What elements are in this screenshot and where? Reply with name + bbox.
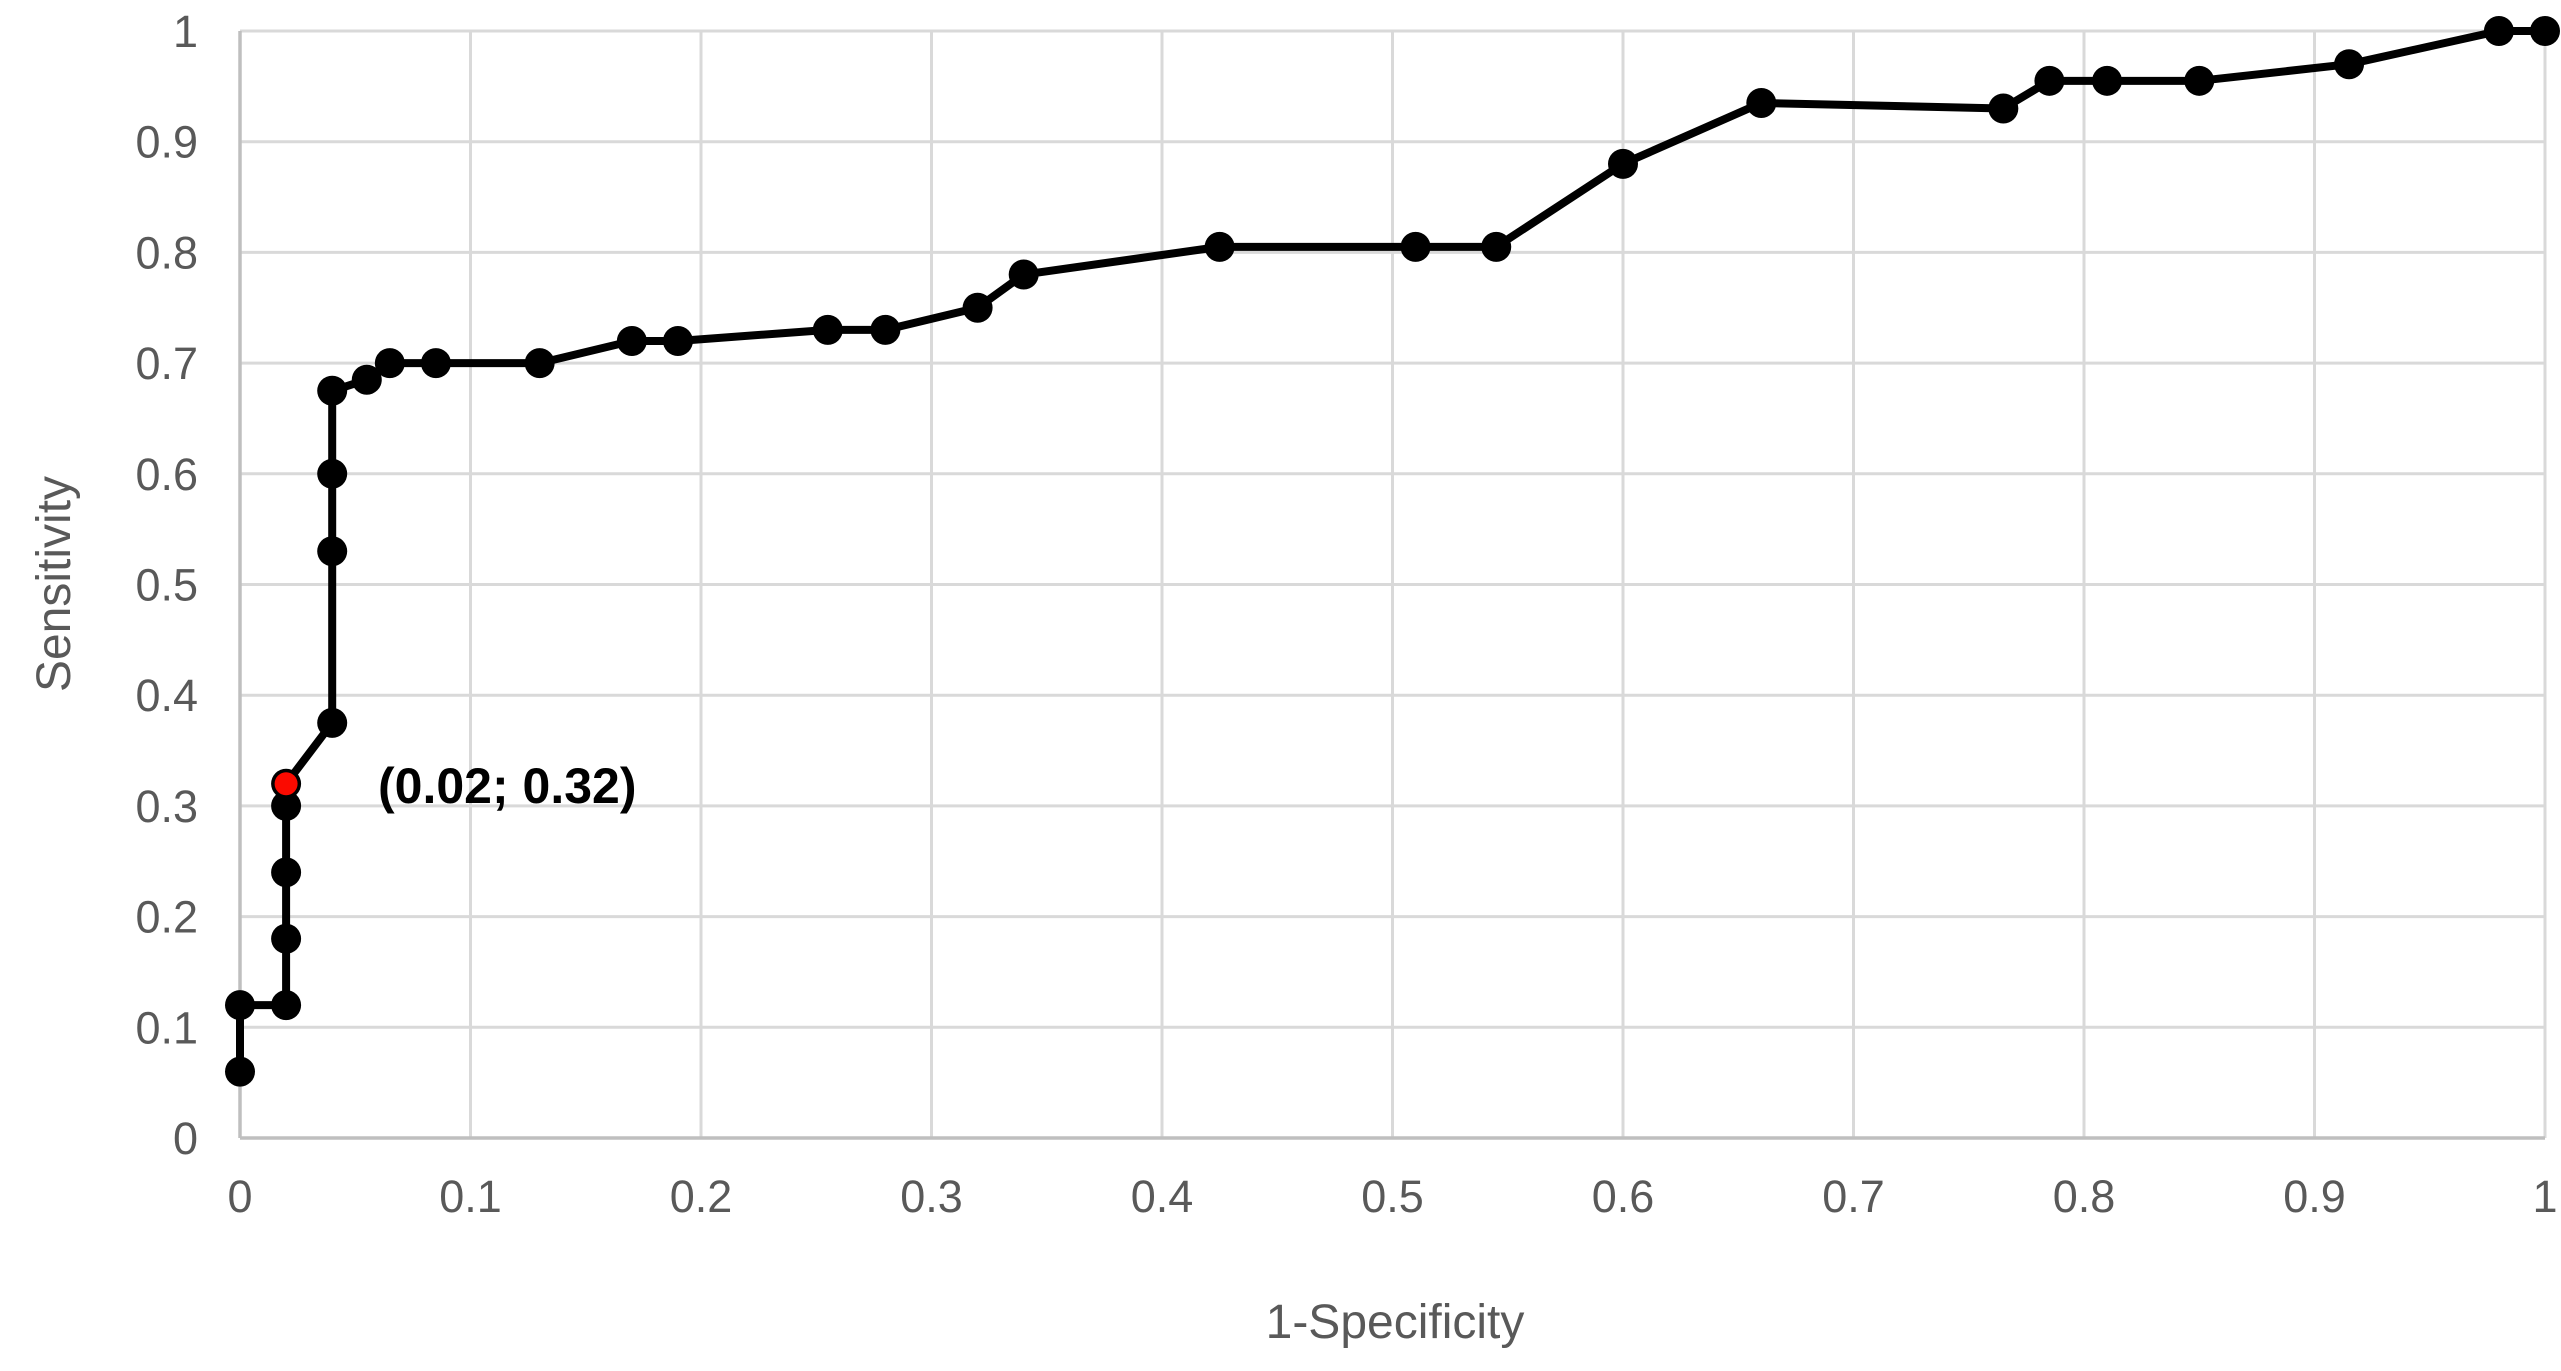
x-axis-tick-labels: 0 0.1 0.2 0.3 0.4 0.5 0.6 0.7 0.8 0.9 1 (227, 1171, 2557, 1222)
y-axis-tick-labels: 0 0.1 0.2 0.3 0.4 0.5 0.6 0.7 0.8 0.9 1 (135, 6, 198, 1164)
data-point-marker (1204, 231, 1235, 262)
x-tick-label: 0.5 (1361, 1171, 1424, 1222)
y-tick-label: 0.8 (135, 227, 198, 278)
data-point-marker (317, 536, 348, 567)
data-point-marker (524, 348, 555, 379)
data-point-marker (271, 923, 302, 954)
gridlines (240, 29, 2547, 1138)
highlighted-point-marker (274, 772, 298, 796)
data-point-marker (2184, 65, 2215, 96)
data-point-marker (420, 348, 451, 379)
data-point-marker (2334, 49, 2365, 80)
x-axis-title: 1-Specificity (1266, 1296, 1525, 1349)
y-tick-label: 0.4 (135, 670, 198, 721)
x-tick-label: 0.8 (2053, 1171, 2116, 1222)
data-point-marker (2530, 16, 2560, 46)
y-tick-label: 0.3 (135, 781, 198, 832)
x-tick-label: 0.1 (439, 1171, 502, 1222)
data-point-marker (317, 458, 348, 489)
x-tick-label: 0 (227, 1171, 252, 1222)
y-tick-label: 0.5 (135, 560, 198, 611)
x-tick-label: 0.6 (1592, 1171, 1655, 1222)
data-point-marker (1608, 148, 1638, 179)
data-point-marker (870, 314, 901, 345)
x-tick-label: 0.3 (900, 1171, 963, 1222)
data-point-marker (1400, 231, 1431, 262)
y-tick-label: 0 (173, 1113, 198, 1164)
y-tick-label: 0.2 (135, 892, 198, 943)
data-point-marker (271, 857, 302, 888)
x-tick-label: 1 (2532, 1171, 2557, 1222)
data-point-marker (1008, 259, 1039, 290)
x-tick-label: 0.7 (1822, 1171, 1885, 1222)
data-point-marker (1988, 93, 2019, 124)
data-point-marker (616, 325, 647, 356)
data-point-marker (351, 364, 382, 395)
y-axis-title: Sensitivity (28, 476, 81, 692)
roc-curve-series (225, 16, 2560, 1087)
data-point-marker (1746, 87, 1777, 118)
data-point-marker (2483, 16, 2514, 46)
data-point-marker (812, 314, 843, 345)
data-point-marker (374, 348, 405, 379)
data-point-marker (317, 707, 348, 738)
data-point-marker (225, 990, 255, 1021)
data-point-marker (225, 1056, 255, 1087)
x-tick-label: 0.4 (1131, 1171, 1194, 1222)
x-tick-label: 0.9 (2283, 1171, 2346, 1222)
data-point-marker (271, 790, 302, 821)
data-point-marker (662, 325, 693, 356)
data-point-marker (2092, 65, 2123, 96)
data-point-marker (1481, 231, 1512, 262)
x-tick-label: 0.2 (670, 1171, 733, 1222)
data-point-marker (317, 375, 348, 406)
point-annotation-label: (0.02; 0.32) (378, 758, 636, 814)
y-tick-label: 0.1 (135, 1002, 198, 1053)
y-tick-label: 0.6 (135, 449, 198, 500)
data-point-marker (962, 292, 993, 323)
y-tick-label: 0.7 (135, 338, 198, 389)
data-point-marker (271, 990, 302, 1021)
y-tick-label: 0.9 (135, 117, 198, 168)
data-point-marker (2034, 65, 2065, 96)
axis-lines (238, 31, 2545, 1140)
y-tick-label: 1 (173, 6, 198, 57)
